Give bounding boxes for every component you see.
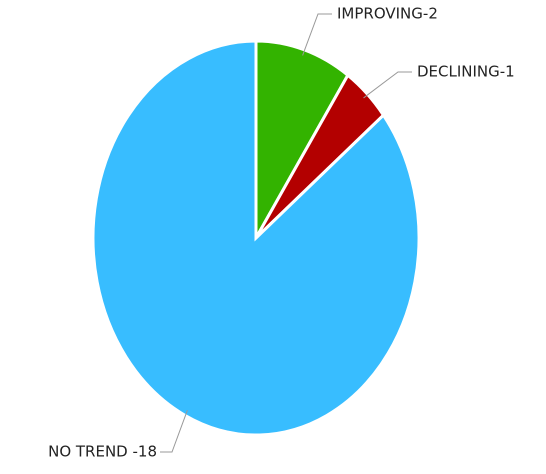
leader-line (302, 13, 332, 56)
slice-label: NO TREND -18 (48, 443, 157, 461)
leader-line (160, 409, 188, 453)
pie-slice (254, 39, 350, 244)
slice-label: DECLINING-1 (417, 63, 515, 81)
leader-line (363, 71, 412, 99)
slice-label: IMPROVING-2 (337, 5, 438, 23)
